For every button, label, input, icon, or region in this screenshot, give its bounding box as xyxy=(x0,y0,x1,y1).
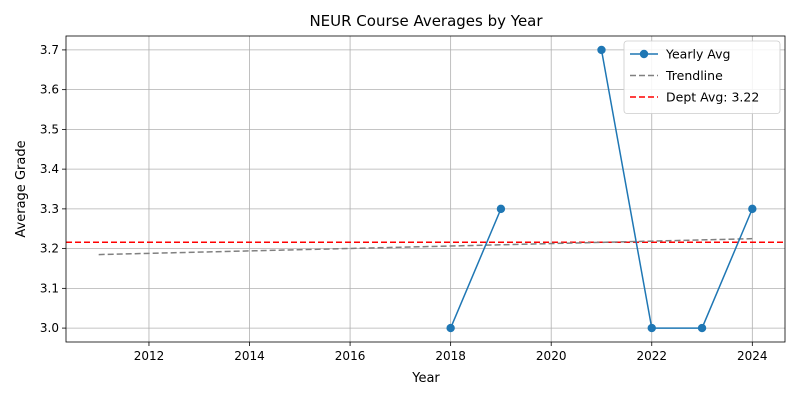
yearly-avg-line xyxy=(600,49,754,329)
x-tick-label: 2022 xyxy=(636,349,667,363)
legend-label: Dept Avg: 3.22 xyxy=(666,90,759,105)
x-tick-label: 2012 xyxy=(134,349,165,363)
x-tick-label: 2016 xyxy=(335,349,366,363)
yearly-avg-point xyxy=(647,323,656,333)
series-layer xyxy=(446,45,757,333)
y-tick-label: 3.1 xyxy=(40,281,59,295)
x-tick-label: 2014 xyxy=(234,349,265,363)
legend-marker xyxy=(639,49,649,59)
yearly-avg-point xyxy=(748,204,757,214)
legend-label: Trendline xyxy=(665,68,723,83)
x-tick-label: 2020 xyxy=(536,349,567,363)
legend-label: Yearly Avg xyxy=(665,47,730,62)
yearly-avg-point xyxy=(446,323,455,333)
trendline xyxy=(98,237,753,256)
yearly-avg-line xyxy=(449,208,502,329)
y-tick-label: 3.4 xyxy=(40,162,59,176)
legend-box xyxy=(623,40,781,114)
x-tick-label: 2024 xyxy=(737,349,768,363)
y-tick-label: 3.5 xyxy=(40,122,59,136)
y-tick-label: 3.0 xyxy=(40,321,59,335)
x-axis-label: Year xyxy=(411,371,440,386)
axis-ticks: 2012 2014 2016 2018 2020 2022 2024 3.0 3.1 3.2 3.3… xyxy=(40,43,768,363)
y-tick-label: 3.7 xyxy=(40,43,59,57)
yearly-avg-point xyxy=(496,204,506,214)
legend: Yearly Avg Trendline Dept Avg: 3.22 xyxy=(623,40,781,114)
yearly-avg-point xyxy=(597,45,606,55)
trendline-layer xyxy=(98,237,753,256)
y-tick-label: 3.2 xyxy=(40,242,59,256)
y-tick-label: 3.6 xyxy=(40,83,59,97)
plot-frame xyxy=(65,35,786,343)
y-axis-label: Average Grade xyxy=(14,140,29,237)
y-tick-label: 3.3 xyxy=(40,202,59,216)
yearly-avg-point xyxy=(697,323,707,333)
chart-title: NEUR Course Averages by Year xyxy=(309,12,543,30)
x-tick-label: 2018 xyxy=(435,349,466,363)
